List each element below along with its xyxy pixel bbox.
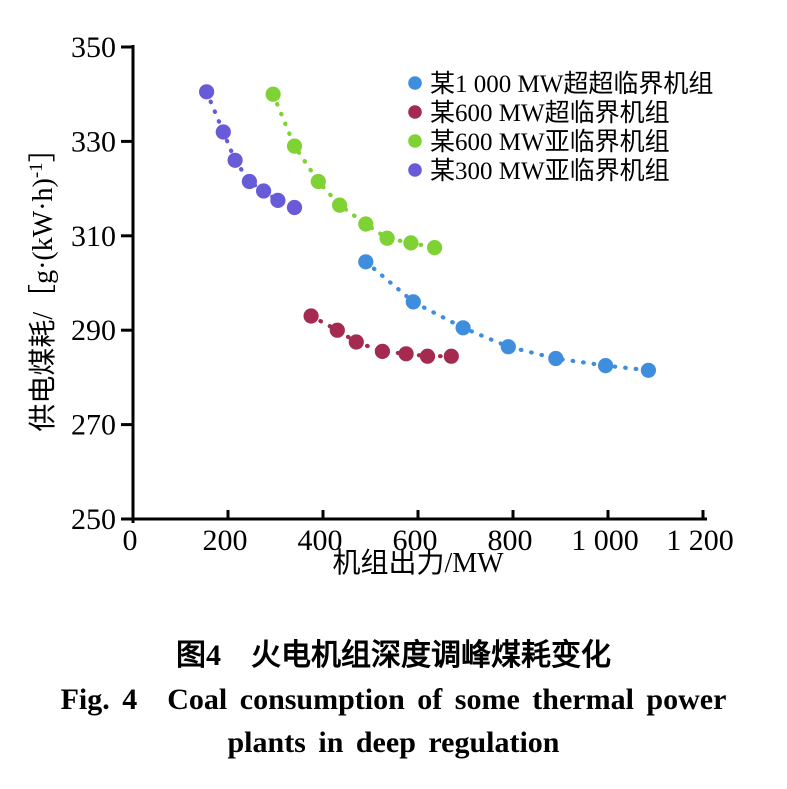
data-point (256, 183, 272, 199)
legend-marker-icon (408, 76, 422, 90)
x-tick-label: 400 (298, 524, 343, 557)
data-point (329, 322, 345, 338)
series-1 (303, 308, 459, 364)
caption-line-zh: 图4 火电机组深度调峰煤耗变化 (176, 639, 611, 672)
figure-caption: 图4 火电机组深度调峰煤耗变化 Fig. 4 Coal consumption … (0, 634, 787, 764)
data-point (548, 350, 564, 367)
data-point (199, 84, 215, 100)
y-tick-label: 310 (71, 220, 116, 253)
data-point (398, 346, 414, 362)
axes: 250 270 290 310 330 350 0 200 400 600 800 1 000 1 20… (26, 31, 734, 579)
x-axis-label: 机组出力/MW (332, 547, 504, 579)
legend-label: 某300 MW亚临界机组 (430, 157, 670, 185)
legend-marker-icon (408, 105, 422, 119)
legend-item-3: 某300 MW亚临界机组 (408, 157, 670, 185)
data-point (310, 173, 326, 190)
data-point (358, 216, 374, 232)
data-point (265, 86, 281, 102)
legend-item-0: 某1 000 MW超超临界机组 (408, 70, 713, 98)
data-point (286, 138, 303, 154)
y-tick-label: 350 (71, 31, 116, 64)
legend-item-2: 某600 MW亚临界机组 (408, 128, 670, 156)
caption-line-en-1: Fig. 4 Coal consumption of some thermal … (60, 683, 727, 716)
data-point (419, 348, 436, 364)
data-point (332, 197, 348, 213)
series-0 (358, 254, 657, 378)
x-tick-label: 1 000 (571, 524, 639, 557)
data-point (443, 348, 459, 364)
y-tick-label: 330 (71, 125, 116, 158)
chart-canvas: 250 270 290 310 330 350 0 200 400 600 800 1 000 1 20… (26, 31, 734, 579)
data-point (598, 358, 614, 374)
series-2 (265, 86, 443, 256)
data-point (405, 294, 421, 310)
caption-line-en-2: plants in deep regulation (227, 726, 560, 759)
data-point (500, 339, 516, 355)
data-point (374, 343, 390, 359)
x-tick-label: 0 (123, 524, 138, 557)
data-point (379, 230, 395, 246)
series-3 (199, 84, 303, 216)
legend-marker-icon (408, 134, 422, 148)
data-point (455, 320, 471, 336)
data-point (215, 124, 231, 140)
data-point (358, 254, 374, 270)
x-tick-label: 600 (393, 524, 438, 557)
x-tick-label: 800 (488, 524, 533, 557)
data-point (640, 362, 657, 378)
data-point (241, 173, 257, 190)
data-point (227, 152, 243, 168)
data-point (270, 192, 286, 208)
data-point (403, 235, 419, 251)
data-point (427, 240, 443, 256)
legend-label: 某1 000 MW超超临界机组 (430, 70, 713, 98)
x-tick-label: 1 200 (666, 524, 734, 557)
y-tick-label: 290 (71, 314, 116, 347)
y-tick-label: 270 (71, 409, 116, 442)
y-tick-label: 250 (71, 503, 116, 536)
chart-area: 250 270 290 310 330 350 0 200 400 600 800 1 000 1 20… (26, 31, 734, 579)
series-dotted-line (204, 89, 297, 210)
y-axis-label: 供电煤耗/［g·(kW·h)-1］ (26, 134, 59, 431)
legend-item-1: 某600 MW超临界机组 (408, 99, 670, 127)
legend-label: 某600 MW超临界机组 (430, 99, 670, 127)
legend-label: 某600 MW亚临界机组 (430, 128, 670, 156)
x-tick-label: 200 (203, 524, 248, 557)
data-point (286, 199, 303, 216)
data-point (303, 308, 319, 324)
data-point (348, 334, 364, 350)
legend-marker-icon (408, 163, 422, 177)
